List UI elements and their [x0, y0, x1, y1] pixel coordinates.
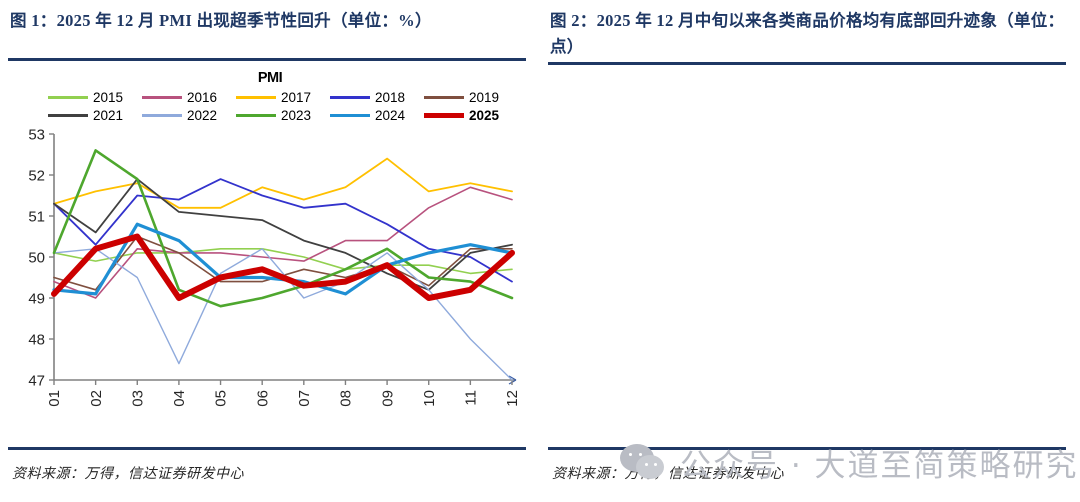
pmi-line-chart: 47 48 49 50 51 52 53 01 02 03 04 05 06 07 08 09 10 11 12 [28, 127, 521, 407]
legend-label: 2021 [93, 108, 124, 123]
pmi-series-2017 [53, 157, 513, 209]
pmi-series-2015 [53, 248, 513, 275]
figure-1-title: 图 1：2025 年 12 月 PMI 出现超季节性回升（单位：%） [10, 11, 432, 30]
figure-2-panel: 图 2：2025 年 12 月中旬以来各类商品价格均有底部回升迹象（单位：点） … [540, 0, 1080, 502]
legend-swatch [142, 114, 182, 117]
legend-label: 2015 [93, 90, 124, 105]
pmi-legend-item-2017: 2017 [236, 90, 330, 105]
pmi-y-tick-label: 49 [28, 291, 45, 308]
pmi-legend-item-2024: 2024 [330, 108, 424, 123]
figure-2-source: 资料来源：万得，信达证券研发中心 [552, 467, 784, 482]
pmi-x-tick-label: 05 [213, 390, 230, 407]
pmi-x-tick-label: 02 [88, 390, 105, 407]
pmi-x-tick-label: 10 [421, 390, 438, 407]
legend-swatch [48, 96, 88, 99]
pmi-y-tick-label: 52 [28, 168, 45, 185]
legend-swatch [48, 114, 88, 117]
pmi-legend-item-2019: 2019 [424, 90, 518, 105]
figure-1-source: 资料来源：万得，信达证券研发中心 [12, 467, 244, 482]
pmi-series-2021 [53, 178, 513, 291]
legend-label: 2022 [187, 108, 218, 123]
pmi-y-tick-label: 51 [28, 209, 45, 226]
legend-label: 2016 [187, 90, 218, 105]
pmi-legend-item-2018: 2018 [330, 90, 424, 105]
legend-swatch [330, 114, 370, 117]
pmi-x-tick-label: 07 [296, 390, 313, 407]
pmi-x-tick-label: 01 [46, 390, 63, 407]
pmi-legend-item-2023: 2023 [236, 108, 330, 123]
legend-swatch [236, 96, 276, 99]
legend-label: 2018 [375, 90, 406, 105]
legend-label: 2024 [375, 108, 406, 123]
legend-label: 2023 [281, 108, 312, 123]
figure-2-top-rule [548, 62, 1066, 65]
pmi-legend: 2015 2016 2017 2018 2019 2021 2022 2023 2024 2025 [48, 90, 518, 123]
pmi-legend-item-2025: 2025 [424, 108, 518, 123]
legend-swatch [424, 113, 464, 118]
legend-swatch [142, 96, 182, 99]
pmi-plot-area: 47 48 49 50 51 52 53 01 02 03 04 05 06 07 08 09 10 11 12 [12, 126, 528, 426]
pmi-series-2019 [53, 235, 513, 291]
pmi-legend-item-2016: 2016 [142, 90, 236, 105]
pmi-series-2016 [53, 186, 513, 299]
pmi-legend-item-2021: 2021 [48, 108, 142, 123]
figure-1-bottom-rule [8, 447, 526, 450]
pmi-legend-item-2015: 2015 [48, 90, 142, 105]
pmi-x-tick-label: 03 [129, 390, 146, 407]
figure-2-title: 图 2：2025 年 12 月中旬以来各类商品价格均有底部回升迹象（单位：点） [550, 11, 1065, 56]
pmi-x-tick-label: 08 [338, 390, 355, 407]
pmi-y-tick-label: 47 [28, 373, 45, 390]
pmi-x-tick-label: 04 [171, 390, 188, 407]
pmi-y-tick-label: 48 [28, 332, 45, 349]
pmi-series-2023 [52, 149, 514, 308]
pmi-legend-item-2022: 2022 [142, 108, 236, 123]
legend-label: 2017 [281, 90, 312, 105]
legend-swatch [424, 96, 464, 99]
pmi-series-2025 [51, 233, 515, 301]
pmi-y-tick-label: 50 [28, 250, 45, 267]
figure-1-panel: 图 1：2025 年 12 月 PMI 出现超季节性回升（单位：%） PMI 2… [8, 11, 528, 482]
pmi-chart-title: PMI [257, 70, 283, 86]
figure-2-bottom-rule [548, 447, 1066, 450]
legend-label: 2025 [469, 108, 500, 123]
pmi-x-tick-label: 09 [379, 390, 396, 407]
legend-label: 2019 [469, 90, 500, 105]
pmi-x-tick-label: 06 [254, 390, 271, 407]
pmi-x-tick-label: 12 [504, 390, 521, 407]
figure-1-top-rule [8, 58, 526, 61]
legend-swatch [330, 96, 370, 99]
legend-swatch [236, 114, 276, 117]
pmi-x-tick-label: 11 [463, 390, 480, 406]
pmi-y-tick-label: 53 [28, 127, 45, 144]
